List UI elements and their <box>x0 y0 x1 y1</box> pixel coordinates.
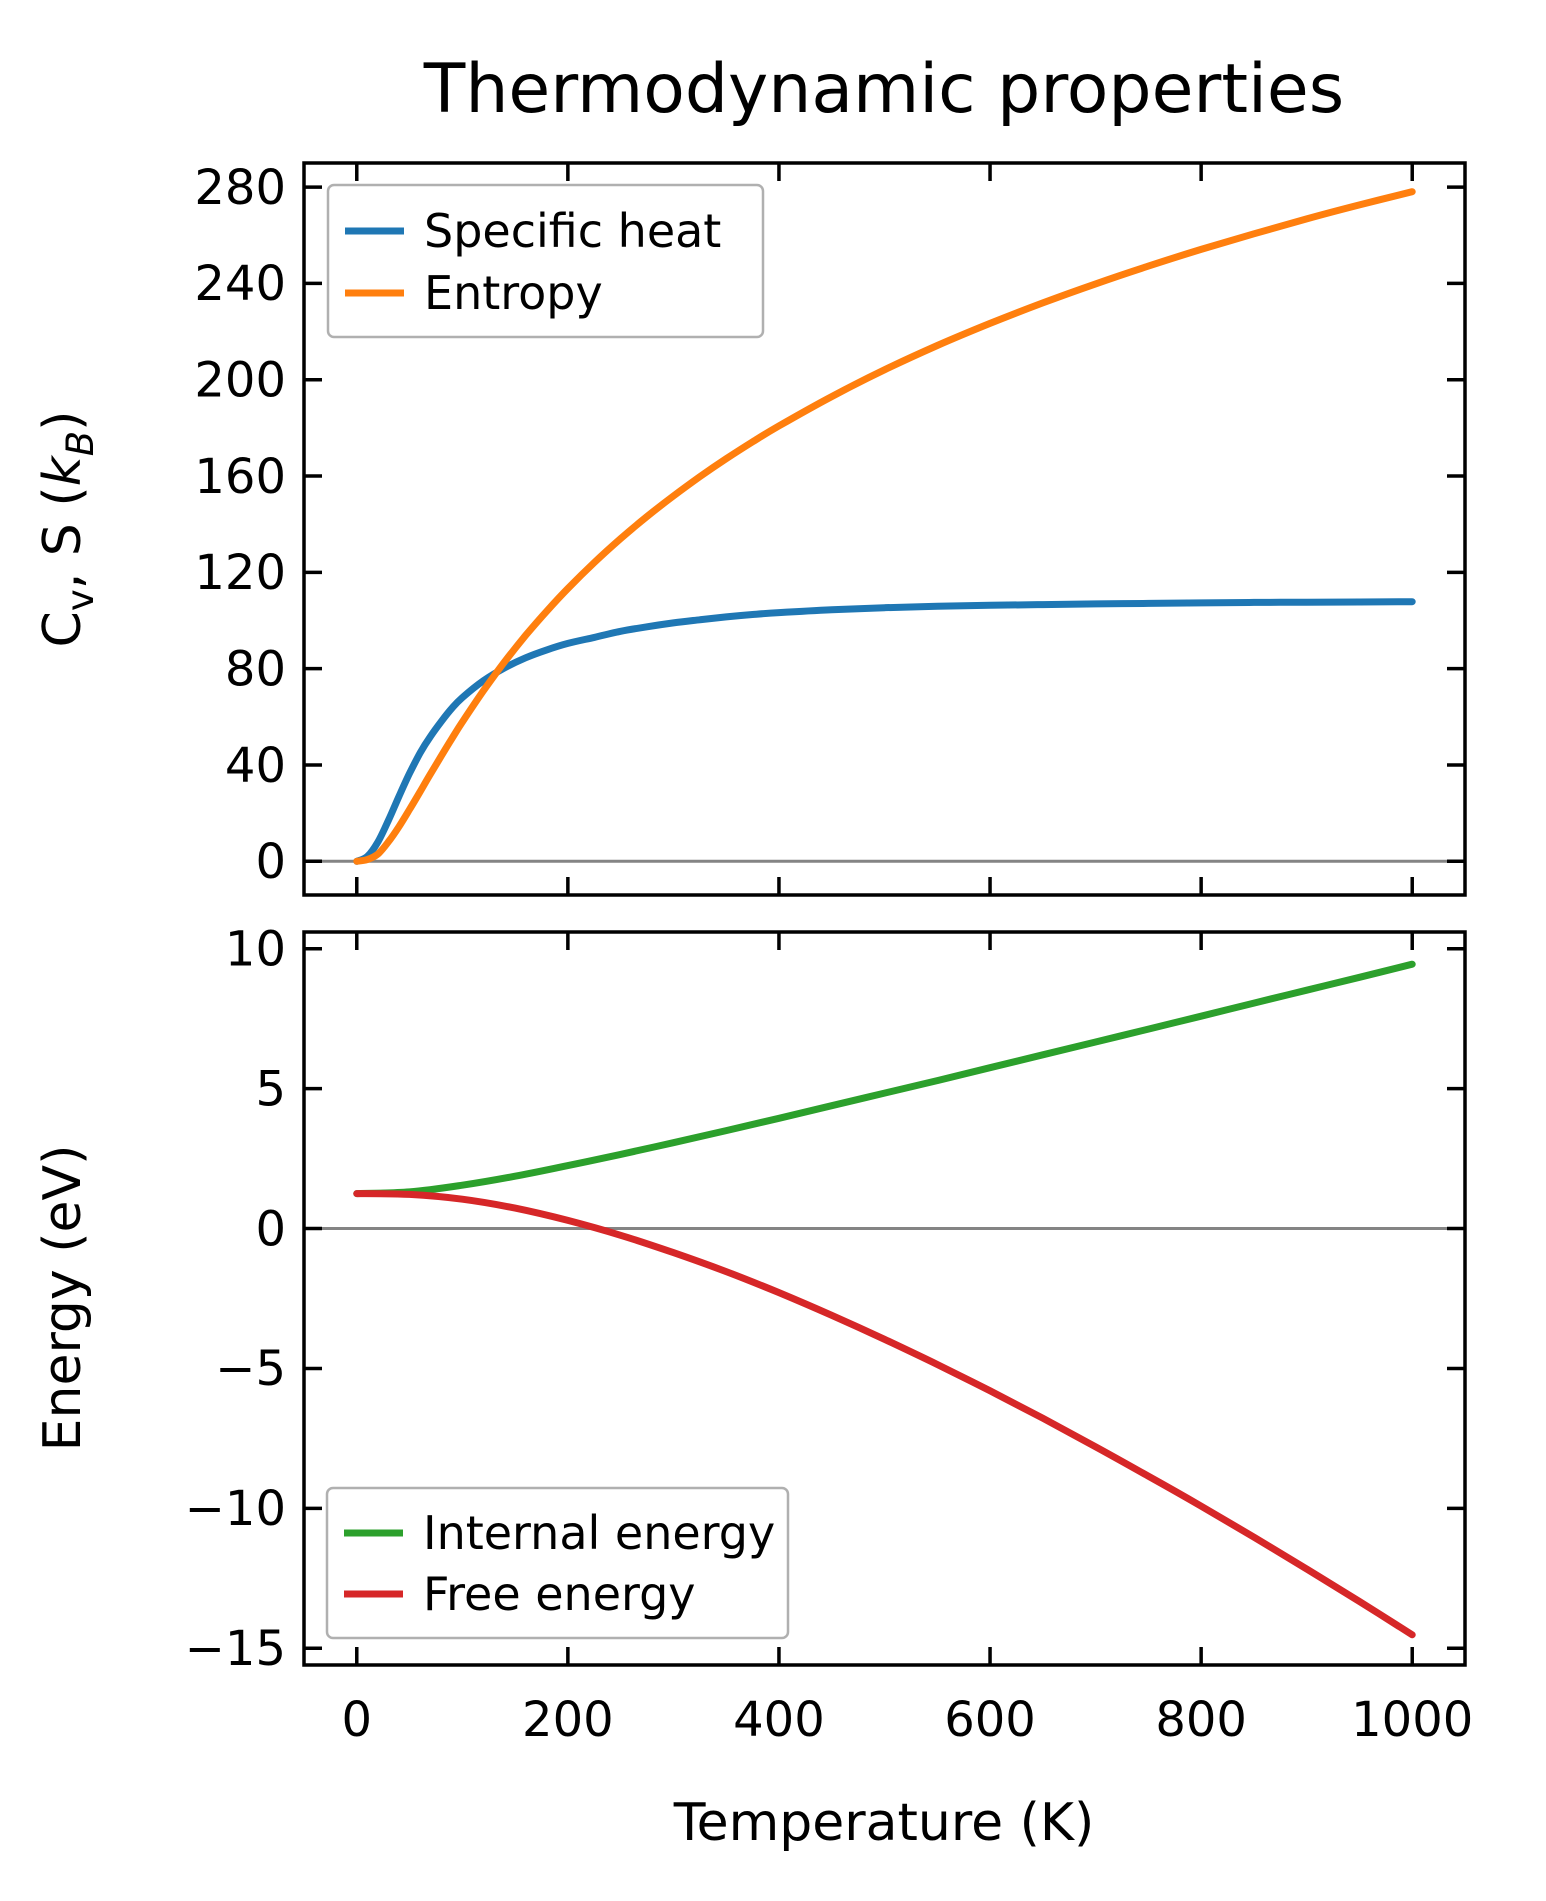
y-tick-label: 40 <box>225 738 286 794</box>
series-internal-energy-line <box>353 960 1416 1198</box>
y-axis-label: Energy (eV) <box>33 1145 93 1452</box>
y-tick-label: 120 <box>194 545 286 601</box>
series-entropy-line <box>353 188 1416 865</box>
y-axis-label: Cv, S (kB) <box>33 411 102 648</box>
legend-box <box>325 1486 790 1640</box>
y-tick-label: 240 <box>194 256 286 312</box>
legend-label-internal-energy: Internal energy <box>423 1506 775 1560</box>
y-tick-label: −10 <box>185 1481 286 1537</box>
legend-label-entropy: Entropy <box>424 266 603 320</box>
x-tick-label: 800 <box>1155 1692 1247 1748</box>
y-tick-label: −15 <box>185 1621 286 1677</box>
series-free-energy-line <box>353 1190 1416 1639</box>
x-tick-label: 0 <box>341 1692 372 1748</box>
legend-label-specific-heat: Specific heat <box>424 204 721 258</box>
figure-title: Thermodynamic properties <box>423 50 1344 129</box>
y-tick-label: 200 <box>194 353 286 409</box>
series-specific-heat-line <box>353 598 1416 865</box>
y-tick-label: 80 <box>225 641 286 697</box>
legend-label-free-energy: Free energy <box>423 1567 696 1621</box>
x-tick-label: 600 <box>944 1692 1036 1748</box>
plot-panel-1: 0 40 80 120 160 200 240 280 Cv, S (kB) Specific h… <box>33 160 1467 897</box>
y-tick-label: 280 <box>194 160 286 216</box>
plots-container: 0 40 80 120 160 200 240 280 Cv, S (kB) Specific h… <box>33 160 1473 1748</box>
axes-spines <box>302 930 1467 1667</box>
y-tick-label: 160 <box>194 449 286 505</box>
x-tick-label: 1000 <box>1351 1692 1473 1748</box>
y-tick-label: 0 <box>255 834 286 890</box>
x-tick-label: 400 <box>733 1692 825 1748</box>
x-tick-label: 200 <box>522 1692 614 1748</box>
y-tick-label: 10 <box>225 922 286 978</box>
axes-spines <box>302 161 1467 897</box>
y-tick-label: 0 <box>255 1201 286 1257</box>
x-axis-label: Temperature (K) <box>673 1793 1095 1853</box>
plot-panel-2: 0 200 400 600 800 1000 −15 −10 −5 0 5 10 Energy (eV)… <box>33 922 1473 1748</box>
legend-box <box>326 183 765 339</box>
y-tick-label: 5 <box>255 1061 286 1117</box>
y-tick-label: −5 <box>215 1341 286 1397</box>
